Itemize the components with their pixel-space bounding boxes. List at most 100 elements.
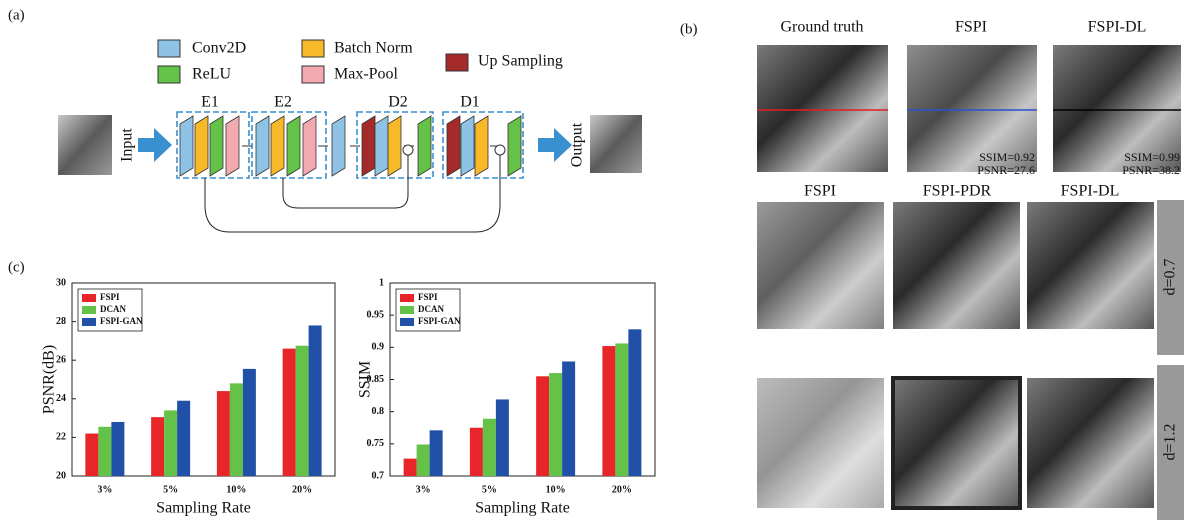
row-bar	[1157, 200, 1184, 355]
y-tick-label: 1	[379, 277, 384, 288]
image	[757, 45, 888, 172]
row-label: d=0.7	[1162, 258, 1179, 295]
skip-connection	[282, 155, 409, 209]
x-axis-label: Sampling Rate	[475, 500, 570, 517]
y-axis-label: SSIM	[357, 361, 374, 398]
y-tick-label: 28	[56, 316, 66, 327]
legend-label: Batch Norm	[334, 40, 413, 57]
legend-swatch	[301, 65, 325, 84]
layer	[374, 115, 389, 177]
arrow	[138, 128, 172, 162]
metric: SSIM=0.99	[1124, 150, 1180, 164]
bar	[308, 325, 322, 476]
image	[1027, 378, 1154, 508]
panel-label: (c)	[8, 259, 25, 275]
y-tick-label: 0.85	[367, 374, 385, 385]
y-tick-label: 20	[56, 470, 66, 481]
add-node	[402, 144, 414, 156]
bar	[216, 391, 230, 476]
layer	[225, 115, 240, 177]
bar	[469, 427, 483, 476]
row-bar	[1157, 365, 1184, 520]
legend-swatch	[400, 294, 414, 302]
x-tick-label: 5%	[482, 484, 497, 495]
x-tick-label: 5%	[163, 484, 178, 495]
layer	[179, 115, 194, 177]
bar	[416, 444, 430, 476]
bar	[111, 421, 125, 476]
panel-label: (a)	[8, 7, 25, 23]
bar	[164, 410, 178, 476]
image	[1027, 202, 1154, 329]
metric: SSIM=0.92	[979, 150, 1035, 164]
y-tick-label: 22	[56, 432, 66, 443]
legend-label: DCAN	[418, 304, 444, 314]
legend-swatch	[82, 306, 96, 314]
y-axis-label: PSNR(dB)	[41, 345, 58, 414]
x-tick-label: 20%	[292, 484, 312, 495]
arrow	[538, 128, 572, 162]
metric: PSNR=27.6	[977, 163, 1035, 177]
bar	[549, 373, 563, 476]
y-tick-label: 0.75	[367, 438, 385, 449]
y-tick-label: 0.95	[367, 309, 385, 320]
legend-label: FSPI	[100, 292, 120, 302]
x-tick-label: 10%	[546, 484, 566, 495]
bar	[628, 329, 642, 476]
legend-label: Conv2D	[192, 40, 246, 57]
column-title: FSPI-DL	[1061, 183, 1120, 200]
bar	[403, 458, 417, 476]
output-label: Output	[569, 122, 586, 167]
column-title: FSPI	[804, 183, 836, 200]
layer	[255, 115, 270, 177]
legend-swatch	[82, 294, 96, 302]
bar	[429, 430, 443, 476]
bar	[295, 345, 309, 476]
bar	[98, 426, 112, 476]
legend-swatch	[157, 65, 181, 84]
skip-connection	[204, 155, 501, 233]
layer	[194, 115, 209, 177]
layer	[417, 115, 432, 177]
bar	[615, 343, 629, 476]
image	[757, 202, 884, 329]
layer	[446, 115, 461, 177]
layer	[361, 115, 376, 177]
layer	[507, 115, 522, 177]
legend-label: ReLU	[192, 66, 232, 83]
legend-swatch	[157, 39, 181, 58]
bar	[177, 400, 191, 476]
layer	[286, 115, 301, 177]
bar	[482, 418, 496, 476]
column-title: Ground truth	[780, 19, 863, 36]
block-box	[442, 111, 524, 179]
y-tick-label: 0.9	[372, 342, 385, 353]
y-tick-label: 26	[56, 354, 66, 365]
legend-label: FSPI-GAN	[418, 316, 461, 326]
layer	[474, 115, 489, 177]
x-tick-label: 10%	[226, 484, 246, 495]
y-tick-label: 24	[56, 393, 66, 404]
output-image	[590, 115, 642, 173]
block-label: D1	[460, 94, 480, 111]
bar	[602, 346, 616, 476]
x-tick-label: 3%	[416, 484, 431, 495]
image	[891, 376, 1022, 510]
column-title: FSPI	[955, 19, 987, 36]
image	[757, 378, 884, 508]
legend: Conv2D ReLU Batch Norm Max-Pool Up Sampl…	[157, 39, 563, 84]
y-tick-label: 0.7	[372, 470, 385, 481]
legend-label: FSPI-GAN	[100, 316, 143, 326]
x-tick-label: 20%	[612, 484, 632, 495]
bar	[536, 376, 550, 476]
row-label: d=1.2	[1162, 423, 1179, 460]
block-box	[176, 111, 250, 179]
bar	[229, 383, 243, 476]
legend-label: Max-Pool	[334, 66, 399, 83]
bar	[242, 368, 256, 476]
layers	[179, 115, 522, 177]
image	[893, 202, 1020, 329]
bar	[562, 361, 576, 476]
x-tick-label: 3%	[97, 484, 112, 495]
